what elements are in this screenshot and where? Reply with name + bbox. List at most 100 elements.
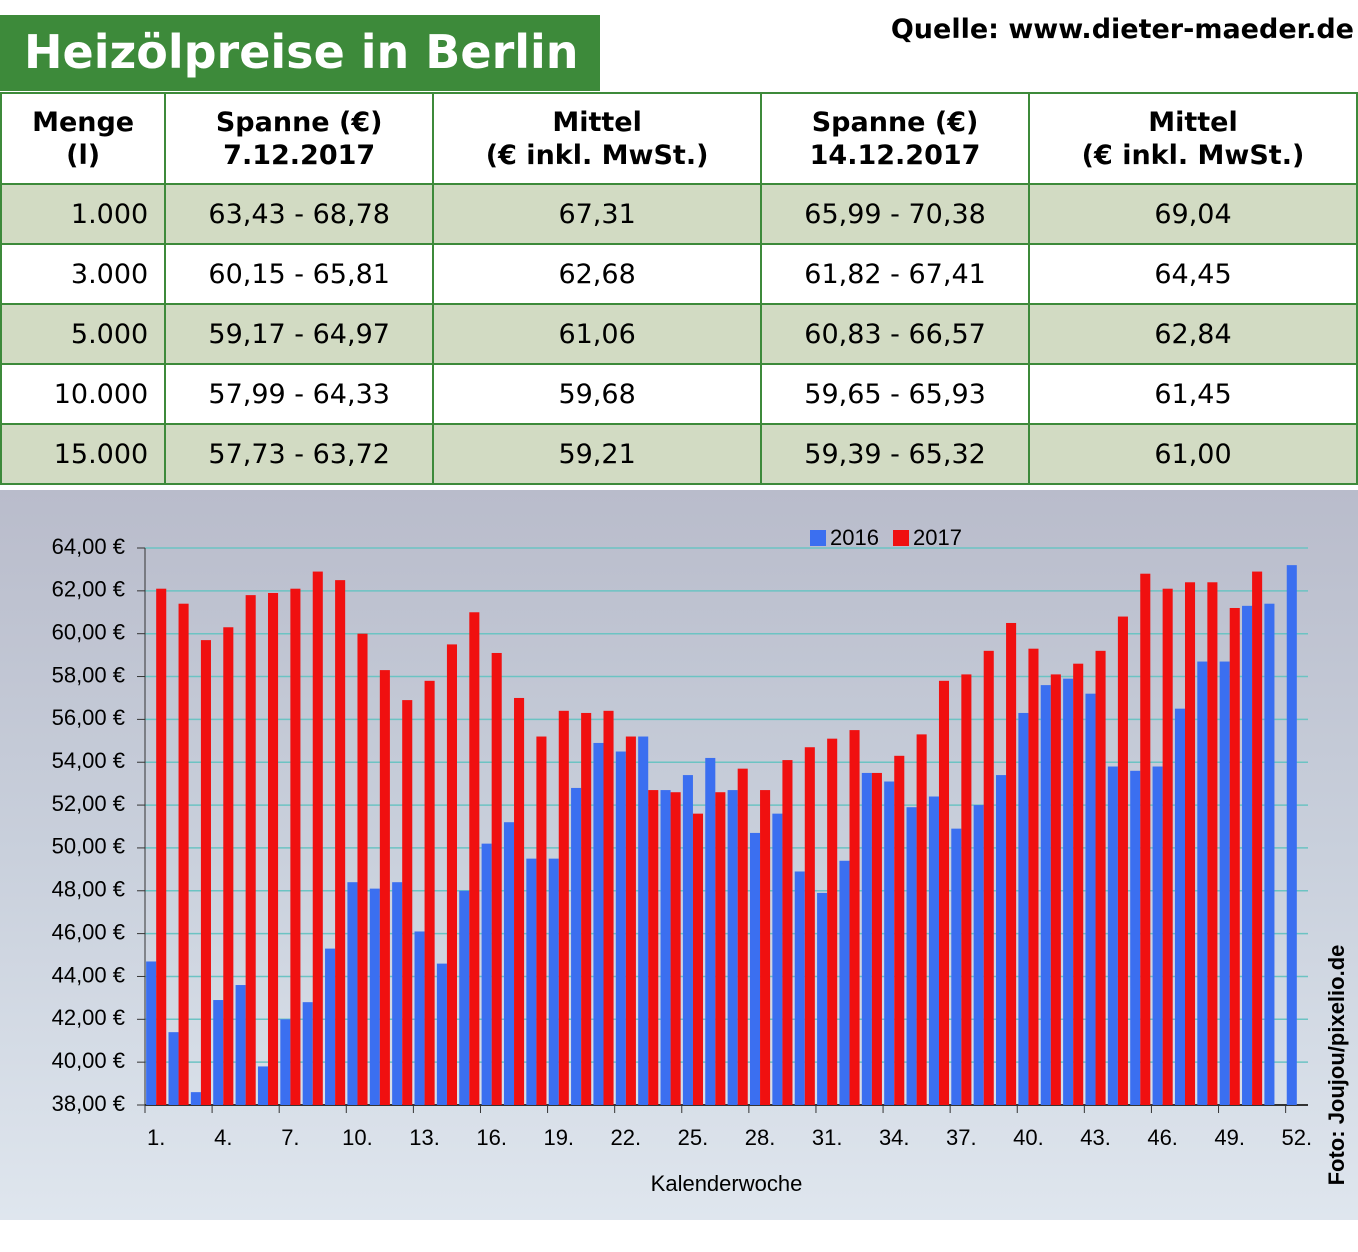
source: Quelle: www.dieter-maeder.de [890,14,1354,45]
bar [760,790,771,1105]
bar [603,710,614,1105]
bar [682,775,693,1105]
bar [190,1092,201,1105]
y-tick-label: 58,00 € [52,662,125,687]
x-tick-label: 16. [476,1125,507,1150]
bar [1286,565,1297,1105]
bar [625,736,636,1105]
bar [1140,573,1151,1105]
header-line: Spanne (€) [811,106,979,138]
bar [1219,661,1230,1105]
bar [200,640,211,1105]
bar [817,892,828,1105]
y-tick-label: 62,00 € [52,577,125,602]
x-tick-label: 25. [678,1125,709,1150]
x-tick-label: 37. [946,1125,977,1150]
bar [983,650,994,1105]
bar [894,755,905,1105]
x-tick-label: 46. [1147,1125,1178,1150]
table-cell: 3.000 [0,243,167,305]
bar [1264,603,1275,1105]
bar [459,890,470,1105]
bar [312,571,323,1105]
table-cell: 10.000 [0,363,167,425]
y-tick-label: 60,00 € [52,620,125,645]
bar [737,768,748,1105]
bar [213,1000,224,1105]
bar [1107,766,1118,1105]
bar [660,790,671,1105]
bar [670,792,681,1105]
bar [1073,663,1084,1105]
bar [648,790,659,1105]
y-tick-label: 50,00 € [52,834,125,859]
bar [804,747,815,1105]
bar [593,742,604,1105]
bar [794,871,805,1105]
y-tick-label: 44,00 € [52,962,125,987]
bar [268,592,279,1105]
bar [1063,678,1074,1105]
x-tick-label: 7. [281,1125,299,1150]
y-tick-label: 40,00 € [52,1048,125,1073]
header-line: Mittel [552,106,642,138]
bar [491,652,502,1105]
bar [1130,770,1141,1105]
y-tick-label: 64,00 € [52,534,125,559]
legend-swatch [893,530,909,546]
header-cell: Menge (l) [0,92,167,185]
bar [906,807,917,1105]
bar [223,627,234,1105]
table-cell: 5.000 [0,303,167,365]
bar [715,792,726,1105]
table-cell: 57,99 - 64,33 [164,363,435,425]
bar [1095,650,1106,1105]
bar [436,963,447,1105]
table-cell: 61,00 [1028,423,1358,485]
x-tick-label: 13. [409,1125,440,1150]
table-cell: 63,43 - 68,78 [164,183,435,245]
header-line: 14.12.2017 [809,139,981,171]
bar [827,738,838,1105]
x-tick-label: 19. [543,1125,574,1150]
legend-label: 2017 [913,525,962,550]
y-tick-label: 46,00 € [52,919,125,944]
bar [1207,582,1218,1105]
bar [615,751,626,1105]
bar [849,730,860,1105]
x-tick-label: 31. [812,1125,843,1150]
bar [558,710,569,1105]
bar [973,805,984,1105]
bar [469,612,480,1105]
table-cell: 59,21 [432,423,763,485]
bar [235,985,246,1105]
bar [280,1019,291,1105]
price-table: Menge (l) Spanne (€) 7.12.2017 Mittel (€ inkl… [0,92,1358,485]
x-tick-label: 52. [1282,1125,1313,1150]
title: Heizölpreise in Berlin [0,15,600,91]
bar [1050,674,1061,1105]
bar [168,1032,179,1105]
bar [325,948,336,1105]
y-tick-label: 56,00 € [52,705,125,730]
legend-swatch [810,530,826,546]
bar [1162,588,1173,1105]
table-row: 15.000 57,73 - 63,72 59,21 59,39 - 65,32 61,… [0,423,1358,485]
bar [871,772,882,1105]
bar [146,961,157,1105]
table-cell: 59,17 - 64,97 [164,303,435,365]
bar [414,931,425,1105]
bar [369,888,380,1105]
table-row: 10.000 57,99 - 64,33 59,68 59,65 - 65,93 61,… [0,363,1358,425]
bar [1229,607,1240,1105]
credit: Foto: Joujou/pixelio.de [1324,945,1349,1186]
table-cell: 59,65 - 65,93 [760,363,1030,425]
bar [392,882,403,1105]
table-cell: 62,84 [1028,303,1358,365]
header-line: (€ inkl. MwSt.) [1081,139,1305,171]
bar [379,670,390,1105]
bar [916,734,927,1105]
bar [357,633,368,1105]
bar [1040,685,1051,1105]
bar [536,736,547,1105]
